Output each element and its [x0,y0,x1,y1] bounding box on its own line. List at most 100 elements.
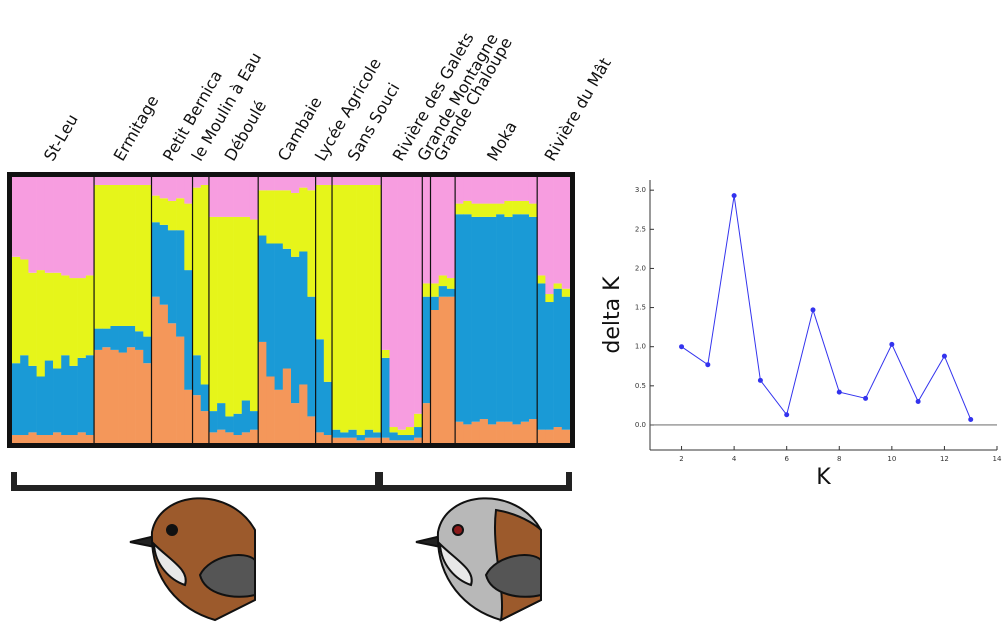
cluster-segment [160,305,169,443]
cluster-segment [217,430,226,443]
cluster-segment [69,177,78,278]
point [705,362,710,367]
cluster-segment [291,403,300,443]
point [784,412,789,417]
cluster-segment [554,283,563,288]
point [916,399,921,404]
cluster-segment [135,331,144,350]
cluster-segment [119,326,128,353]
cluster-segment [176,177,185,198]
cluster-segment [389,432,398,440]
cluster-segment [414,427,423,438]
cluster-segment [439,275,448,286]
cluster-segment [447,289,456,297]
cluster-segment [135,177,144,185]
cluster-segment [20,177,29,259]
cluster-segment [414,438,423,443]
population-label: Moka [483,118,521,164]
cluster-segment [168,323,177,443]
cluster-segment [102,185,111,329]
bracket-right [380,472,569,488]
cluster-segment [422,177,431,283]
cluster-segment [110,350,119,443]
cluster-segment [168,230,177,323]
cluster-segment [316,339,325,432]
cluster-segment [348,438,357,443]
cluster-segment [365,430,374,438]
cluster-segment [348,177,357,185]
cluster-segment [242,400,251,432]
cluster-segment [176,230,185,336]
cluster-segment [447,297,456,443]
cluster-segment [266,377,275,444]
cluster-segment [275,390,284,443]
cluster-segment [373,432,382,437]
cluster-segment [152,297,161,443]
cluster-segment [324,382,333,435]
cluster-segment [299,188,308,252]
cluster-segment [562,297,571,430]
cluster-segment [414,177,423,414]
cluster-segment [184,390,193,443]
cluster-segment [455,422,464,443]
cluster-segment [28,273,37,366]
cluster-segment [152,196,161,223]
bracket-left [14,472,378,488]
cluster-segment [291,177,300,193]
cluster-segment [431,177,440,283]
cluster-segment [242,177,251,217]
cluster-segment [406,427,415,435]
cluster-segment [110,185,119,326]
cluster-segment [193,395,202,443]
cluster-segment [340,432,349,437]
cluster-segment [275,244,284,390]
cluster-segment [37,377,46,436]
cluster-segment [389,177,398,427]
cluster-segment [102,177,111,185]
bird-brown [130,498,255,620]
cluster-segment [94,329,103,350]
cluster-segment [554,289,563,427]
cluster-segment [324,435,333,443]
cluster-segment [201,384,210,411]
cluster-segment [439,286,448,297]
cluster-segment [275,177,284,190]
cluster-segment [53,369,62,433]
cluster-segment [332,185,341,430]
point [837,390,842,395]
cluster-segment [94,185,103,329]
delta-k-line [682,196,971,420]
cluster-segment [184,177,193,204]
population-label: Rivière du Mât [540,55,614,165]
y-axis-label: delta K [600,276,625,354]
cluster-segment [258,190,267,235]
bird-gray [416,498,541,620]
cluster-segment [160,198,169,225]
cluster-segment [406,440,415,443]
cluster-segment [242,432,251,443]
cluster-segment [447,177,456,278]
point [968,417,973,422]
y-tick-label: 2.0 [635,264,646,272]
cluster-segment [447,278,456,289]
point [732,193,737,198]
cluster-segment [152,177,161,196]
cluster-segment [480,204,489,217]
cluster-segment [389,427,398,432]
cluster-segment [225,177,234,217]
cluster-segment [488,424,497,443]
cluster-segment [513,424,522,443]
cluster-segment [398,177,407,430]
cluster-segment [357,177,366,185]
cluster-segment [168,201,177,230]
cluster-segment [176,198,185,230]
cluster-segment [209,432,218,443]
cluster-segment [348,430,357,438]
cluster-segment [545,294,554,302]
population-label: Ermitage [110,92,163,164]
cluster-segment [307,297,316,417]
cluster-segment [529,204,538,217]
point [942,354,947,359]
cluster-segment [316,185,325,339]
cluster-segment [266,244,275,377]
